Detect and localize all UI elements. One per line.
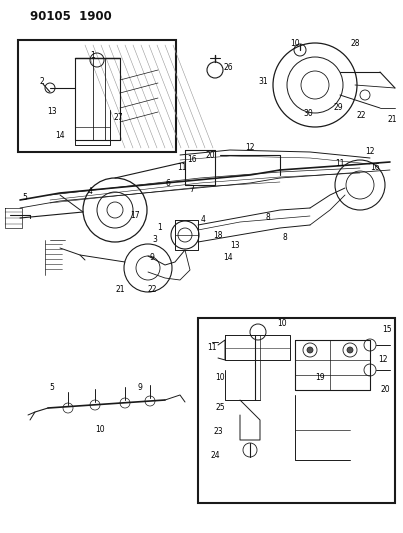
Bar bbox=[198, 318, 395, 503]
Text: 28: 28 bbox=[350, 39, 360, 49]
Text: 24: 24 bbox=[210, 450, 220, 459]
Text: 5: 5 bbox=[50, 384, 54, 392]
Text: 9: 9 bbox=[137, 383, 142, 392]
Text: 7: 7 bbox=[189, 185, 194, 195]
Text: 26: 26 bbox=[223, 63, 233, 72]
Text: 18: 18 bbox=[213, 230, 223, 239]
Text: 22: 22 bbox=[356, 110, 366, 119]
Text: 11: 11 bbox=[207, 343, 217, 352]
Text: 15: 15 bbox=[382, 326, 392, 335]
Text: 11: 11 bbox=[335, 158, 345, 167]
Text: 8: 8 bbox=[283, 233, 287, 243]
Text: 13: 13 bbox=[47, 108, 57, 117]
Text: 12: 12 bbox=[378, 356, 388, 365]
Text: 13: 13 bbox=[230, 240, 240, 249]
Text: 10: 10 bbox=[215, 374, 225, 383]
Text: 10: 10 bbox=[277, 319, 287, 327]
Text: 14: 14 bbox=[223, 254, 233, 262]
Text: 21: 21 bbox=[115, 286, 125, 295]
Text: 12: 12 bbox=[245, 143, 255, 152]
Text: 3: 3 bbox=[153, 236, 158, 245]
Text: 8: 8 bbox=[266, 214, 270, 222]
Text: 25: 25 bbox=[215, 403, 225, 413]
Text: 6: 6 bbox=[166, 179, 170, 188]
Text: 9: 9 bbox=[150, 254, 154, 262]
Text: 31: 31 bbox=[258, 77, 268, 86]
Text: 16: 16 bbox=[370, 164, 380, 173]
Text: 23: 23 bbox=[213, 427, 223, 437]
Text: 12: 12 bbox=[365, 148, 375, 157]
Text: 29: 29 bbox=[333, 103, 343, 112]
Text: 4: 4 bbox=[87, 188, 92, 197]
Text: 21: 21 bbox=[387, 116, 397, 125]
Text: 27: 27 bbox=[113, 114, 123, 123]
Bar bbox=[18, 40, 176, 152]
Circle shape bbox=[307, 347, 313, 353]
Text: 4: 4 bbox=[201, 215, 206, 224]
Text: 10: 10 bbox=[95, 425, 105, 434]
Text: 20: 20 bbox=[205, 150, 215, 159]
Text: 17: 17 bbox=[130, 211, 140, 220]
Text: 5: 5 bbox=[23, 193, 27, 203]
Text: 90105  1900: 90105 1900 bbox=[30, 10, 112, 23]
Text: 1: 1 bbox=[91, 51, 96, 60]
Text: 2: 2 bbox=[39, 77, 44, 86]
Circle shape bbox=[347, 347, 353, 353]
Text: 20: 20 bbox=[380, 385, 390, 394]
Text: 19: 19 bbox=[315, 374, 325, 383]
Text: 30: 30 bbox=[303, 109, 313, 117]
Text: 1: 1 bbox=[158, 223, 162, 232]
Text: 10: 10 bbox=[290, 39, 300, 49]
Text: 16: 16 bbox=[187, 156, 197, 165]
Text: 22: 22 bbox=[147, 286, 157, 295]
Text: 14: 14 bbox=[55, 131, 65, 140]
Text: 11: 11 bbox=[177, 164, 187, 173]
